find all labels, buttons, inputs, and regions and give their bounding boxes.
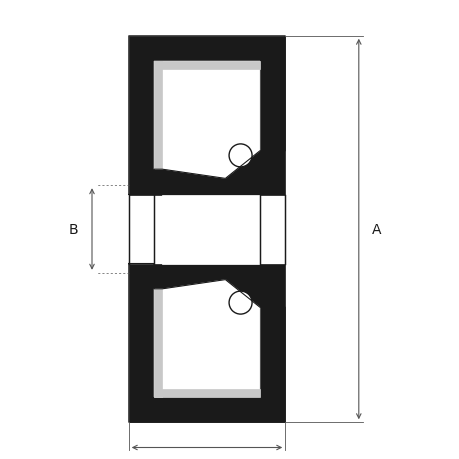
Polygon shape [154,62,259,179]
Polygon shape [154,389,259,397]
Polygon shape [162,195,259,264]
Polygon shape [129,264,285,422]
Polygon shape [154,280,259,397]
Text: A: A [371,223,381,236]
Polygon shape [154,62,259,70]
Circle shape [229,145,252,168]
Polygon shape [154,62,162,170]
Circle shape [229,291,252,314]
Polygon shape [154,289,162,397]
Polygon shape [129,37,285,195]
Text: B: B [69,223,78,236]
